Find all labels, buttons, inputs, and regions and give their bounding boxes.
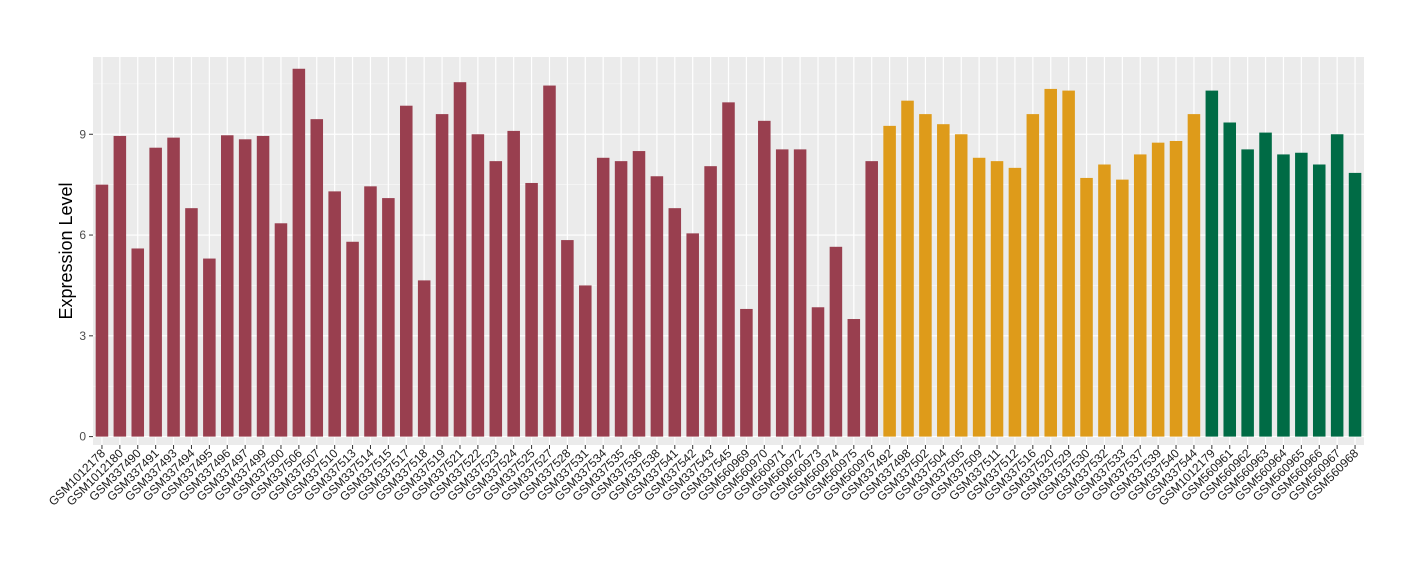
bar-GSM337525	[525, 182, 538, 437]
bar-GSM337523	[489, 161, 503, 437]
bar-GSM560961	[1223, 122, 1237, 437]
bar-GSM337544	[1187, 114, 1201, 437]
bar-GSM1012180	[113, 135, 127, 437]
bar-GSM337504	[937, 124, 950, 437]
bar-GSM560964	[1277, 154, 1290, 437]
bar-GSM337537	[1133, 154, 1147, 437]
bar-GSM337494	[185, 208, 198, 437]
bar-GSM560966	[1312, 164, 1326, 437]
bar-GSM337497	[238, 139, 252, 437]
bar-GSM1012179	[1205, 90, 1219, 437]
bar-GSM337528	[561, 240, 574, 437]
bar-GSM560972	[793, 149, 807, 437]
bar-GSM337513	[346, 241, 359, 437]
bar-GSM560967	[1330, 134, 1344, 437]
bar-GSM560965	[1295, 152, 1308, 437]
bar-GSM560962	[1241, 149, 1254, 437]
bar-GSM337498	[901, 100, 914, 437]
bar-GSM337509	[972, 157, 986, 437]
bar-layer	[95, 68, 1362, 437]
bar-GSM337516	[1026, 114, 1040, 437]
bar-GSM337535	[614, 161, 628, 437]
bar-GSM560976	[865, 161, 878, 437]
bar-GSM337524	[507, 130, 520, 437]
bar-GSM337522	[471, 134, 485, 437]
bar-GSM337499	[256, 135, 270, 437]
bar-GSM560974	[829, 246, 843, 437]
bar-GSM1012178	[95, 184, 109, 437]
bar-GSM560975	[847, 319, 861, 437]
bar-GSM337540	[1169, 140, 1183, 437]
bar-GSM337490	[131, 248, 145, 437]
bar-GSM337530	[1080, 177, 1093, 437]
bar-GSM337542	[686, 233, 699, 437]
bar-GSM337527	[543, 85, 556, 437]
bar-GSM337543	[704, 166, 717, 437]
bar-GSM337539	[1151, 142, 1165, 437]
bar-GSM337506	[292, 68, 306, 437]
bar-GSM337512	[1008, 167, 1022, 437]
y-tick-label: 0	[79, 430, 86, 444]
bar-GSM560973	[811, 307, 825, 437]
bar-GSM337507	[310, 119, 324, 437]
bar-GSM337495	[203, 258, 216, 437]
bar-GSM337510	[328, 191, 341, 437]
bar-GSM337538	[650, 176, 664, 437]
bar-GSM337511	[990, 161, 1004, 437]
bar-GSM337520	[1044, 88, 1057, 437]
bar-GSM337491	[149, 147, 162, 437]
bar-GSM337500	[274, 223, 288, 437]
bar-GSM337514	[364, 186, 377, 437]
bar-GSM337536	[632, 151, 646, 437]
bar-GSM337519	[435, 114, 449, 437]
bar-GSM560963	[1259, 132, 1272, 437]
y-tick-label: 6	[79, 228, 86, 242]
bar-GSM337541	[668, 208, 682, 437]
bar-GSM337531	[579, 285, 592, 437]
axis-layer: 0369GSM1012178GSM1012180GSM337490GSM3374…	[46, 127, 1362, 508]
bar-GSM337515	[382, 198, 395, 437]
y-axis-title: Expression Level	[56, 182, 76, 319]
bar-GSM337502	[919, 114, 932, 437]
bar-GSM560969	[740, 308, 753, 437]
bar-GSM337492	[883, 125, 896, 437]
bar-GSM337521	[453, 82, 467, 437]
bar-GSM337533	[1116, 179, 1129, 437]
bar-GSM337532	[1098, 164, 1111, 437]
bar-GSM560968	[1348, 172, 1362, 437]
y-tick-label: 9	[79, 127, 86, 141]
bar-GSM337529	[1062, 90, 1075, 437]
bar-GSM337534	[596, 157, 610, 437]
bar-GSM337493	[167, 137, 180, 437]
bar-GSM337518	[417, 280, 431, 437]
bar-GSM560971	[775, 149, 789, 437]
bar-GSM337496	[220, 135, 234, 437]
bar-GSM337517	[400, 105, 413, 437]
bar-GSM560970	[758, 120, 771, 437]
bar-GSM337545	[722, 102, 735, 437]
bar-GSM337505	[954, 134, 968, 437]
y-tick-label: 3	[79, 329, 86, 343]
